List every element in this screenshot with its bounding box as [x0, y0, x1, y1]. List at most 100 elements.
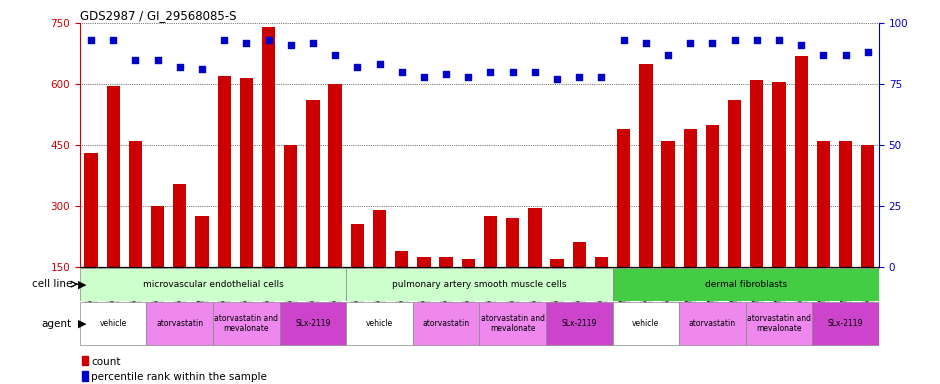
- Point: [728, 37, 743, 43]
- Text: SLx-2119: SLx-2119: [295, 319, 331, 328]
- Point: [461, 74, 476, 80]
- Text: atorvastatin: atorvastatin: [156, 319, 203, 328]
- Text: percentile rank within the sample: percentile rank within the sample: [91, 372, 267, 382]
- Bar: [262, 27, 275, 328]
- Bar: [284, 145, 297, 328]
- Point: [150, 56, 165, 63]
- Bar: [817, 141, 830, 328]
- Text: pulmonary artery smooth muscle cells: pulmonary artery smooth muscle cells: [392, 280, 567, 289]
- FancyBboxPatch shape: [280, 302, 346, 345]
- Bar: [506, 218, 520, 328]
- Bar: [106, 86, 120, 328]
- Bar: [794, 56, 807, 328]
- FancyBboxPatch shape: [613, 302, 679, 345]
- Point: [372, 61, 387, 68]
- Point: [84, 37, 99, 43]
- Bar: [328, 84, 342, 328]
- Text: atorvastatin and
mevalonate: atorvastatin and mevalonate: [214, 314, 278, 333]
- Point: [350, 64, 365, 70]
- Text: ▶: ▶: [78, 279, 86, 289]
- Bar: [861, 145, 874, 328]
- Point: [216, 37, 231, 43]
- Point: [483, 69, 498, 75]
- FancyBboxPatch shape: [413, 302, 479, 345]
- Point: [195, 66, 210, 73]
- Point: [128, 56, 143, 63]
- Bar: [750, 80, 763, 328]
- FancyBboxPatch shape: [812, 302, 879, 345]
- Bar: [306, 100, 320, 328]
- FancyBboxPatch shape: [346, 268, 613, 301]
- Bar: [417, 257, 431, 328]
- FancyBboxPatch shape: [479, 302, 546, 345]
- Bar: [196, 216, 209, 328]
- Point: [616, 37, 631, 43]
- Bar: [773, 82, 786, 328]
- Text: cell line: cell line: [32, 279, 72, 289]
- Bar: [728, 100, 742, 328]
- Text: atorvastatin and
mevalonate: atorvastatin and mevalonate: [747, 314, 811, 333]
- Text: SLx-2119: SLx-2119: [828, 319, 863, 328]
- Point: [749, 37, 764, 43]
- FancyBboxPatch shape: [613, 268, 879, 301]
- Point: [860, 49, 875, 55]
- Bar: [639, 64, 652, 328]
- Text: count: count: [91, 356, 120, 367]
- Point: [793, 42, 808, 48]
- Text: microvascular endothelial cells: microvascular endothelial cells: [143, 280, 284, 289]
- Bar: [572, 243, 586, 328]
- Text: vehicle: vehicle: [100, 319, 127, 328]
- Text: ▶: ▶: [78, 318, 86, 329]
- Point: [838, 52, 854, 58]
- Point: [705, 40, 720, 46]
- Bar: [528, 208, 541, 328]
- Bar: [662, 141, 675, 328]
- Point: [661, 52, 676, 58]
- Point: [505, 69, 520, 75]
- Text: dermal fibroblasts: dermal fibroblasts: [705, 280, 787, 289]
- FancyBboxPatch shape: [679, 302, 745, 345]
- Point: [527, 69, 542, 75]
- Point: [105, 37, 120, 43]
- Text: atorvastatin: atorvastatin: [689, 319, 736, 328]
- Point: [594, 74, 609, 80]
- Bar: [151, 206, 164, 328]
- Bar: [484, 216, 497, 328]
- Text: agent: agent: [41, 318, 72, 329]
- Point: [172, 64, 187, 70]
- Point: [416, 74, 431, 80]
- Point: [306, 40, 321, 46]
- Point: [261, 37, 276, 43]
- Point: [439, 71, 454, 77]
- Point: [328, 52, 343, 58]
- FancyBboxPatch shape: [346, 302, 413, 345]
- Text: GDS2987 / GI_29568085-S: GDS2987 / GI_29568085-S: [80, 9, 236, 22]
- Bar: [551, 259, 564, 328]
- FancyBboxPatch shape: [80, 268, 346, 301]
- Point: [816, 52, 831, 58]
- Point: [550, 76, 565, 82]
- FancyBboxPatch shape: [546, 302, 613, 345]
- Point: [772, 37, 787, 43]
- Bar: [82, 371, 87, 381]
- Bar: [351, 224, 364, 328]
- FancyBboxPatch shape: [80, 302, 147, 345]
- Text: atorvastatin: atorvastatin: [423, 319, 470, 328]
- Point: [638, 40, 653, 46]
- Bar: [217, 76, 231, 328]
- Bar: [82, 356, 87, 365]
- Text: vehicle: vehicle: [366, 319, 393, 328]
- Bar: [595, 257, 608, 328]
- FancyBboxPatch shape: [745, 302, 812, 345]
- FancyBboxPatch shape: [213, 302, 280, 345]
- Bar: [683, 129, 697, 328]
- Text: SLx-2119: SLx-2119: [561, 319, 597, 328]
- Point: [572, 74, 587, 80]
- Bar: [240, 78, 253, 328]
- Point: [283, 42, 298, 48]
- Point: [394, 69, 409, 75]
- Bar: [706, 125, 719, 328]
- Bar: [85, 153, 98, 328]
- Point: [682, 40, 697, 46]
- Text: atorvastatin and
mevalonate: atorvastatin and mevalonate: [480, 314, 544, 333]
